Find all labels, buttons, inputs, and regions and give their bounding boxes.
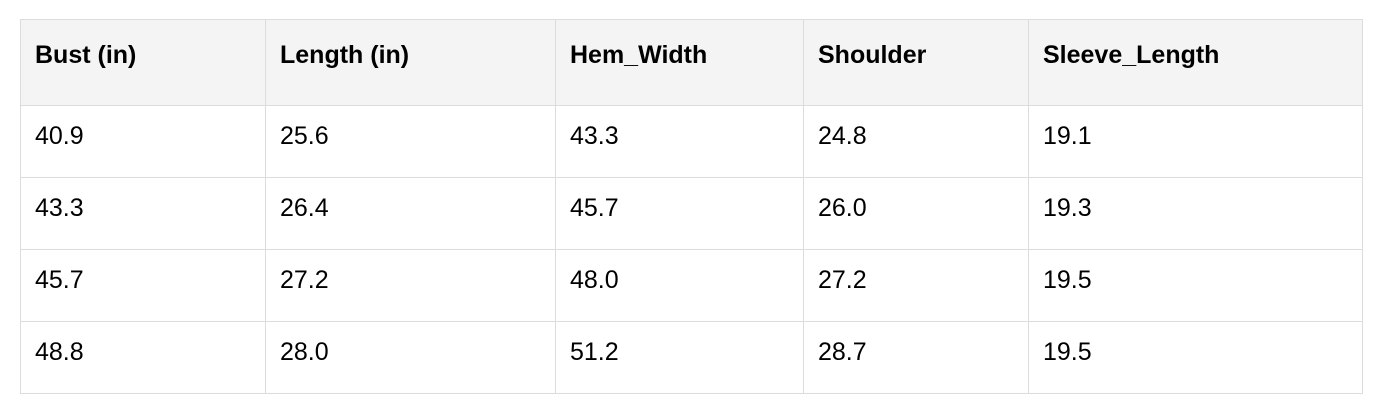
cell-bust: 45.7 (20, 249, 266, 322)
cell-shoulder: 24.8 (803, 105, 1029, 178)
table-header: Bust (in) Length (in) Hem_Width Shoulder… (20, 19, 1363, 106)
cell-hem-width: 48.0 (555, 249, 804, 322)
cell-sleeve-length: 19.1 (1028, 105, 1363, 178)
table-row: 40.9 25.6 43.3 24.8 19.1 (20, 105, 1363, 178)
cell-length: 25.6 (265, 105, 556, 178)
measurements-table-container: Bust (in) Length (in) Hem_Width Shoulder… (20, 19, 1363, 394)
cell-shoulder: 27.2 (803, 249, 1029, 322)
table-row: 45.7 27.2 48.0 27.2 19.5 (20, 249, 1363, 322)
cell-sleeve-length: 19.5 (1028, 249, 1363, 322)
cell-length: 27.2 (265, 249, 556, 322)
cell-length: 28.0 (265, 321, 556, 394)
measurements-table: Bust (in) Length (in) Hem_Width Shoulder… (20, 19, 1363, 394)
cell-shoulder: 28.7 (803, 321, 1029, 394)
column-header-sleeve-length: Sleeve_Length (1028, 19, 1363, 106)
cell-bust: 43.3 (20, 177, 266, 250)
cell-sleeve-length: 19.3 (1028, 177, 1363, 250)
cell-bust: 48.8 (20, 321, 266, 394)
column-header-hem-width: Hem_Width (555, 19, 804, 106)
table-header-row: Bust (in) Length (in) Hem_Width Shoulder… (20, 19, 1363, 106)
column-header-shoulder: Shoulder (803, 19, 1029, 106)
cell-hem-width: 51.2 (555, 321, 804, 394)
cell-shoulder: 26.0 (803, 177, 1029, 250)
table-body: 40.9 25.6 43.3 24.8 19.1 43.3 26.4 45.7 … (20, 105, 1363, 394)
cell-sleeve-length: 19.5 (1028, 321, 1363, 394)
table-row: 43.3 26.4 45.7 26.0 19.3 (20, 177, 1363, 250)
table-row: 48.8 28.0 51.2 28.7 19.5 (20, 321, 1363, 394)
cell-bust: 40.9 (20, 105, 266, 178)
cell-hem-width: 45.7 (555, 177, 804, 250)
column-header-length: Length (in) (265, 19, 556, 106)
column-header-bust: Bust (in) (20, 19, 266, 106)
cell-length: 26.4 (265, 177, 556, 250)
cell-hem-width: 43.3 (555, 105, 804, 178)
